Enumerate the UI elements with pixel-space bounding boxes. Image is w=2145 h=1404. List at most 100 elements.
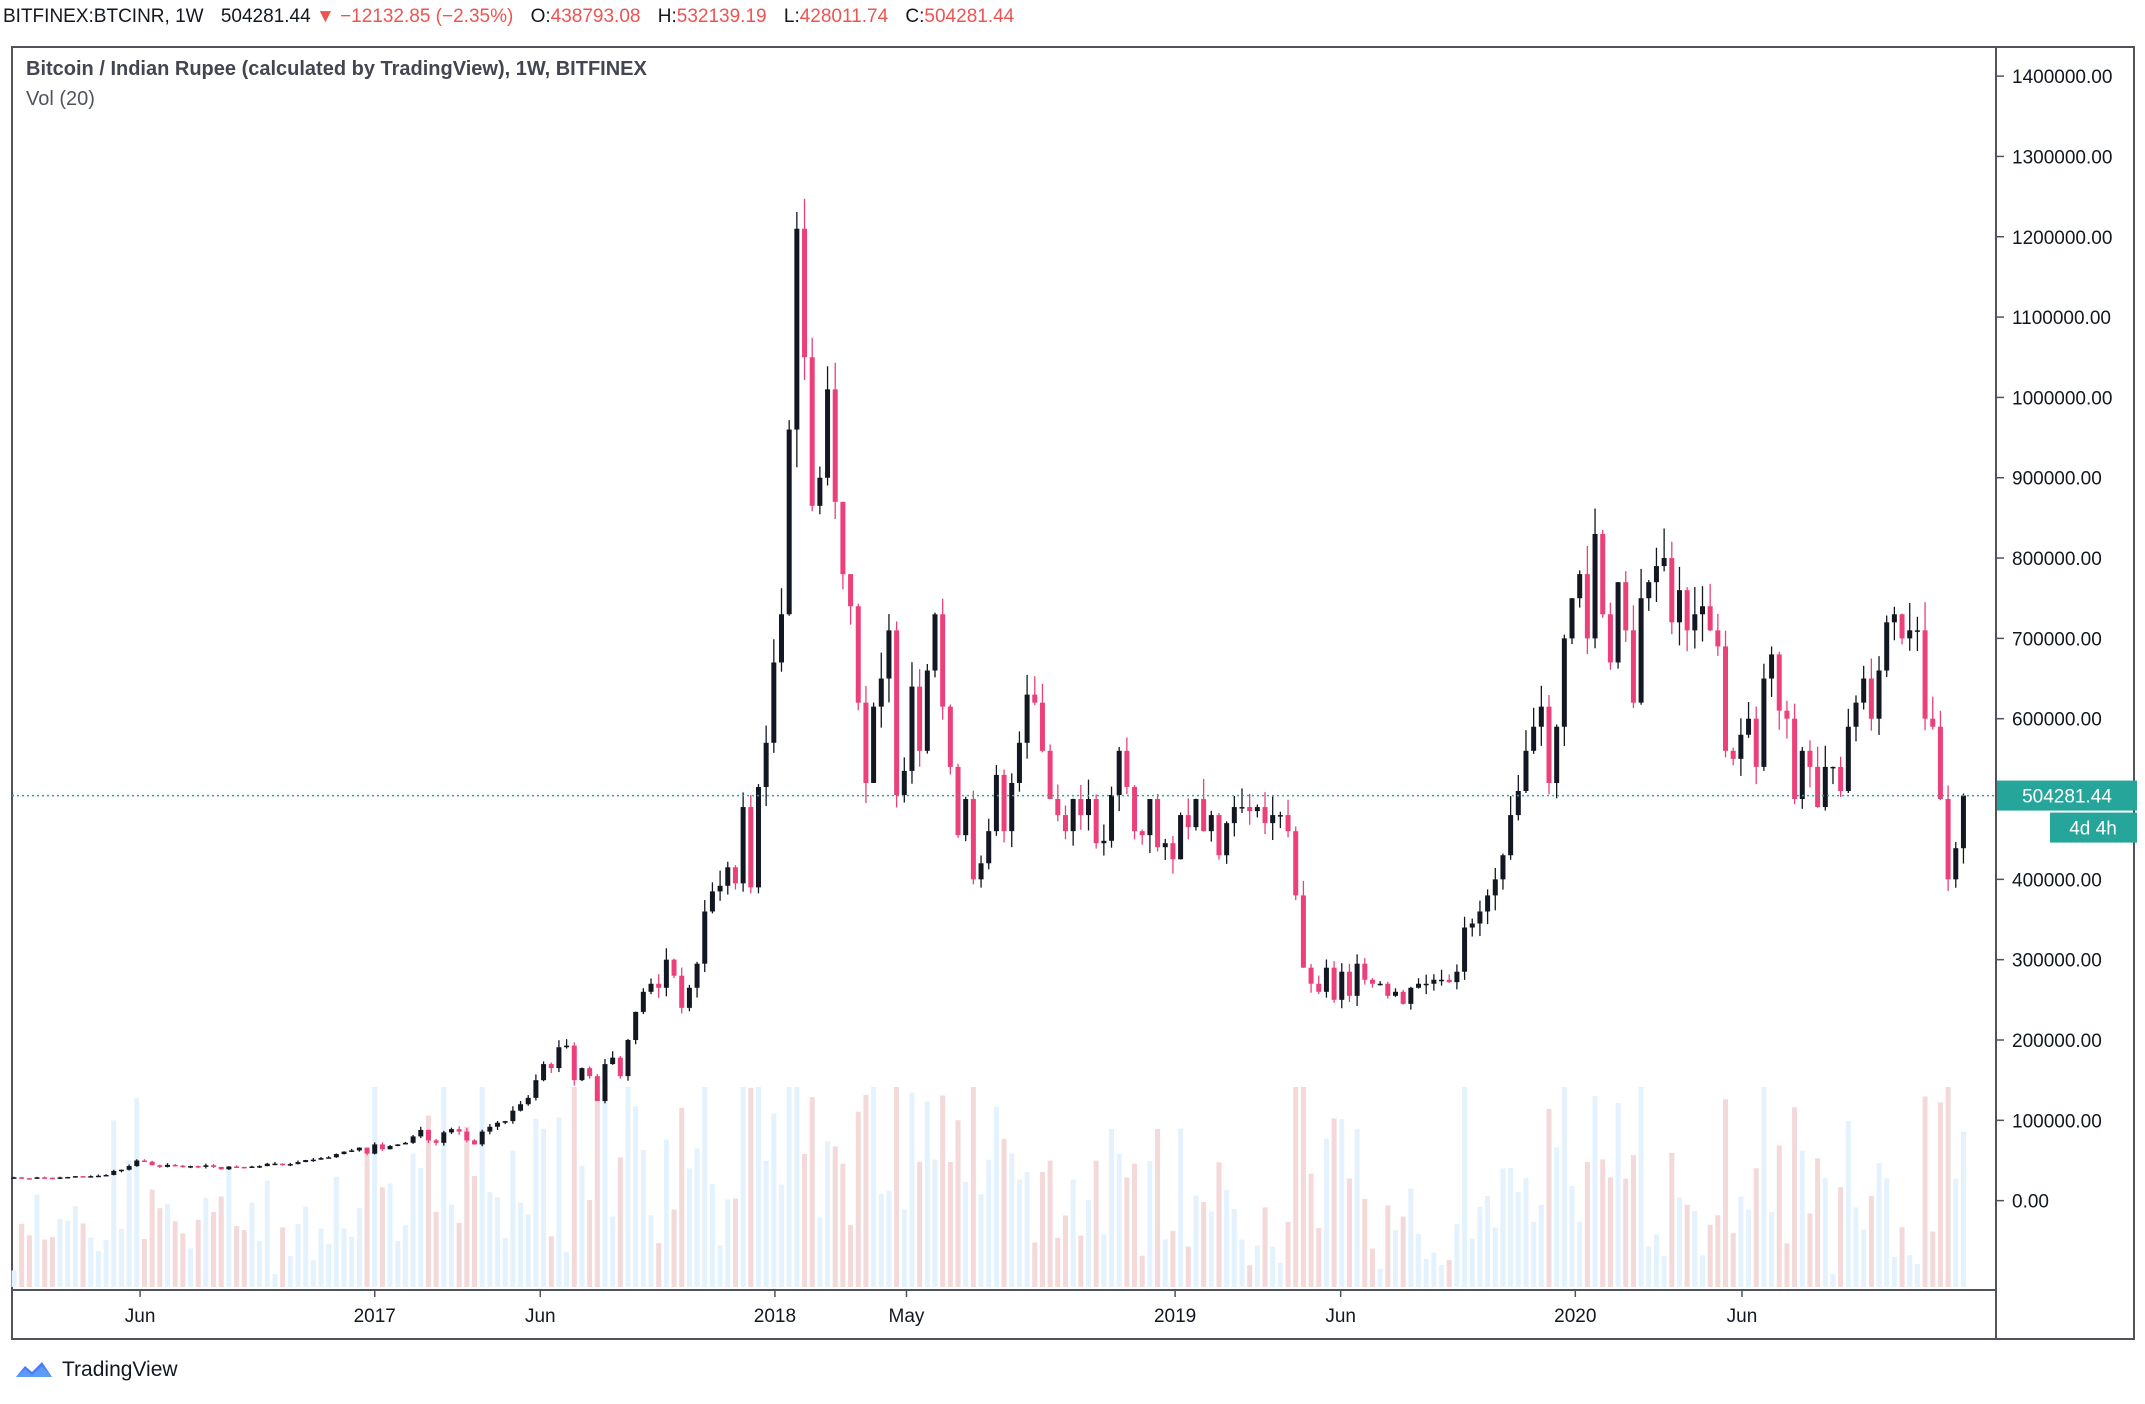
volume-bar — [1646, 1246, 1652, 1287]
candle-body — [909, 686, 915, 771]
candle-body — [1385, 983, 1391, 996]
candle-body — [1799, 750, 1805, 800]
candle-body — [725, 867, 731, 886]
volume-bar — [1584, 1162, 1590, 1287]
volume-bar — [1738, 1196, 1744, 1287]
candle-body — [1047, 750, 1053, 800]
candle-body — [472, 1140, 477, 1145]
footer-branding[interactable]: TradingView — [14, 1355, 178, 1385]
candle-body — [863, 702, 869, 783]
candle-body — [947, 706, 953, 767]
candle-body — [1139, 831, 1145, 836]
candle-body — [1224, 823, 1230, 856]
candle-body — [287, 1164, 293, 1166]
volume-bar — [472, 1176, 477, 1287]
candle-body — [541, 1064, 547, 1081]
candle-body — [840, 501, 846, 575]
candle-body — [1868, 678, 1874, 719]
symbol-name[interactable]: BITFINEX:BTCINR — [3, 6, 165, 27]
volume-bar — [1039, 1171, 1045, 1287]
candle-body — [157, 1165, 163, 1167]
candle-body — [1623, 582, 1629, 631]
candle-body — [111, 1170, 117, 1175]
candle-body — [19, 1177, 25, 1179]
volume-bar — [1001, 1138, 1007, 1287]
candle-body — [441, 1132, 447, 1143]
volume-bar — [1454, 1224, 1460, 1287]
interval-label[interactable]: 1W — [175, 6, 204, 27]
candle-body — [1561, 638, 1567, 727]
volume-bar — [1032, 1242, 1038, 1287]
chart-frame — [11, 46, 2135, 1340]
candle-body — [149, 1161, 155, 1166]
candle-body — [1930, 718, 1936, 727]
candle-body — [932, 614, 938, 671]
candle-body — [88, 1176, 94, 1178]
candle-body — [1216, 815, 1222, 856]
volume-legend[interactable]: Vol (20) — [26, 88, 95, 110]
candle-body — [1861, 678, 1867, 703]
price-tick-label: 1000000.00 — [2012, 388, 2112, 409]
volume-bar — [1416, 1233, 1422, 1287]
volume-bar — [1331, 1118, 1337, 1287]
volume-bar — [993, 1106, 999, 1287]
candle-body — [1354, 963, 1360, 996]
candle-body — [57, 1177, 63, 1179]
volume-bar — [333, 1176, 339, 1287]
candle-body — [1308, 967, 1314, 984]
volume-bar — [840, 1163, 846, 1287]
volume-bar — [1945, 1087, 1951, 1287]
volume-bar — [433, 1211, 439, 1287]
volume-bar — [694, 1148, 700, 1287]
candle-body — [1331, 967, 1337, 1000]
volume-bar — [126, 1160, 132, 1287]
candle-body — [433, 1140, 439, 1143]
candle-body — [694, 963, 700, 988]
volume-bar — [341, 1228, 347, 1287]
volume-bar — [763, 1160, 769, 1287]
candle-body — [272, 1163, 278, 1166]
time-tick-label: May — [889, 1306, 925, 1327]
volume-bar — [11, 1270, 17, 1287]
candle-body — [203, 1165, 209, 1167]
volume-bar — [525, 1214, 531, 1287]
last-price-badge-label: 504281.44 — [2022, 787, 2112, 808]
candle-body — [1109, 795, 1115, 841]
volume-bar — [679, 1107, 685, 1287]
volume-bar — [1822, 1178, 1828, 1287]
volume-bar — [1930, 1231, 1936, 1287]
candle-body — [126, 1166, 132, 1170]
volume-bar — [272, 1274, 278, 1287]
candle-body — [1838, 766, 1844, 791]
chart-legend-title[interactable]: Bitcoin / Indian Rupee (calculated by Tr… — [26, 58, 647, 80]
last-price: 504281.44 — [220, 6, 311, 27]
volume-bar — [1016, 1179, 1022, 1287]
volume-bar — [1884, 1178, 1890, 1287]
volume-bar — [1193, 1195, 1199, 1287]
candle-body — [648, 983, 654, 992]
volume-bar — [1101, 1234, 1107, 1287]
volume-bar — [1178, 1128, 1184, 1287]
candle-body — [1508, 815, 1514, 856]
candle-body — [1822, 766, 1828, 808]
volume-bar — [1653, 1234, 1659, 1287]
volume-bar — [65, 1220, 71, 1287]
candle-body — [732, 867, 738, 884]
candle-body — [249, 1166, 255, 1169]
volume-bar — [571, 1087, 577, 1287]
candle-body — [663, 959, 669, 988]
volume-bar — [1776, 1145, 1782, 1287]
candle-body — [1062, 815, 1068, 832]
volume-bar — [1730, 1233, 1736, 1287]
candle-body — [556, 1047, 562, 1069]
candle-body — [525, 1097, 531, 1105]
volume-bar — [26, 1235, 32, 1287]
candle-body — [1653, 566, 1659, 583]
candle-body — [103, 1174, 109, 1177]
volume-bar — [1922, 1096, 1928, 1287]
volume-bar — [1638, 1087, 1644, 1287]
candle-body — [1515, 790, 1521, 816]
candle-body — [141, 1160, 147, 1162]
candle-body — [1477, 911, 1483, 924]
